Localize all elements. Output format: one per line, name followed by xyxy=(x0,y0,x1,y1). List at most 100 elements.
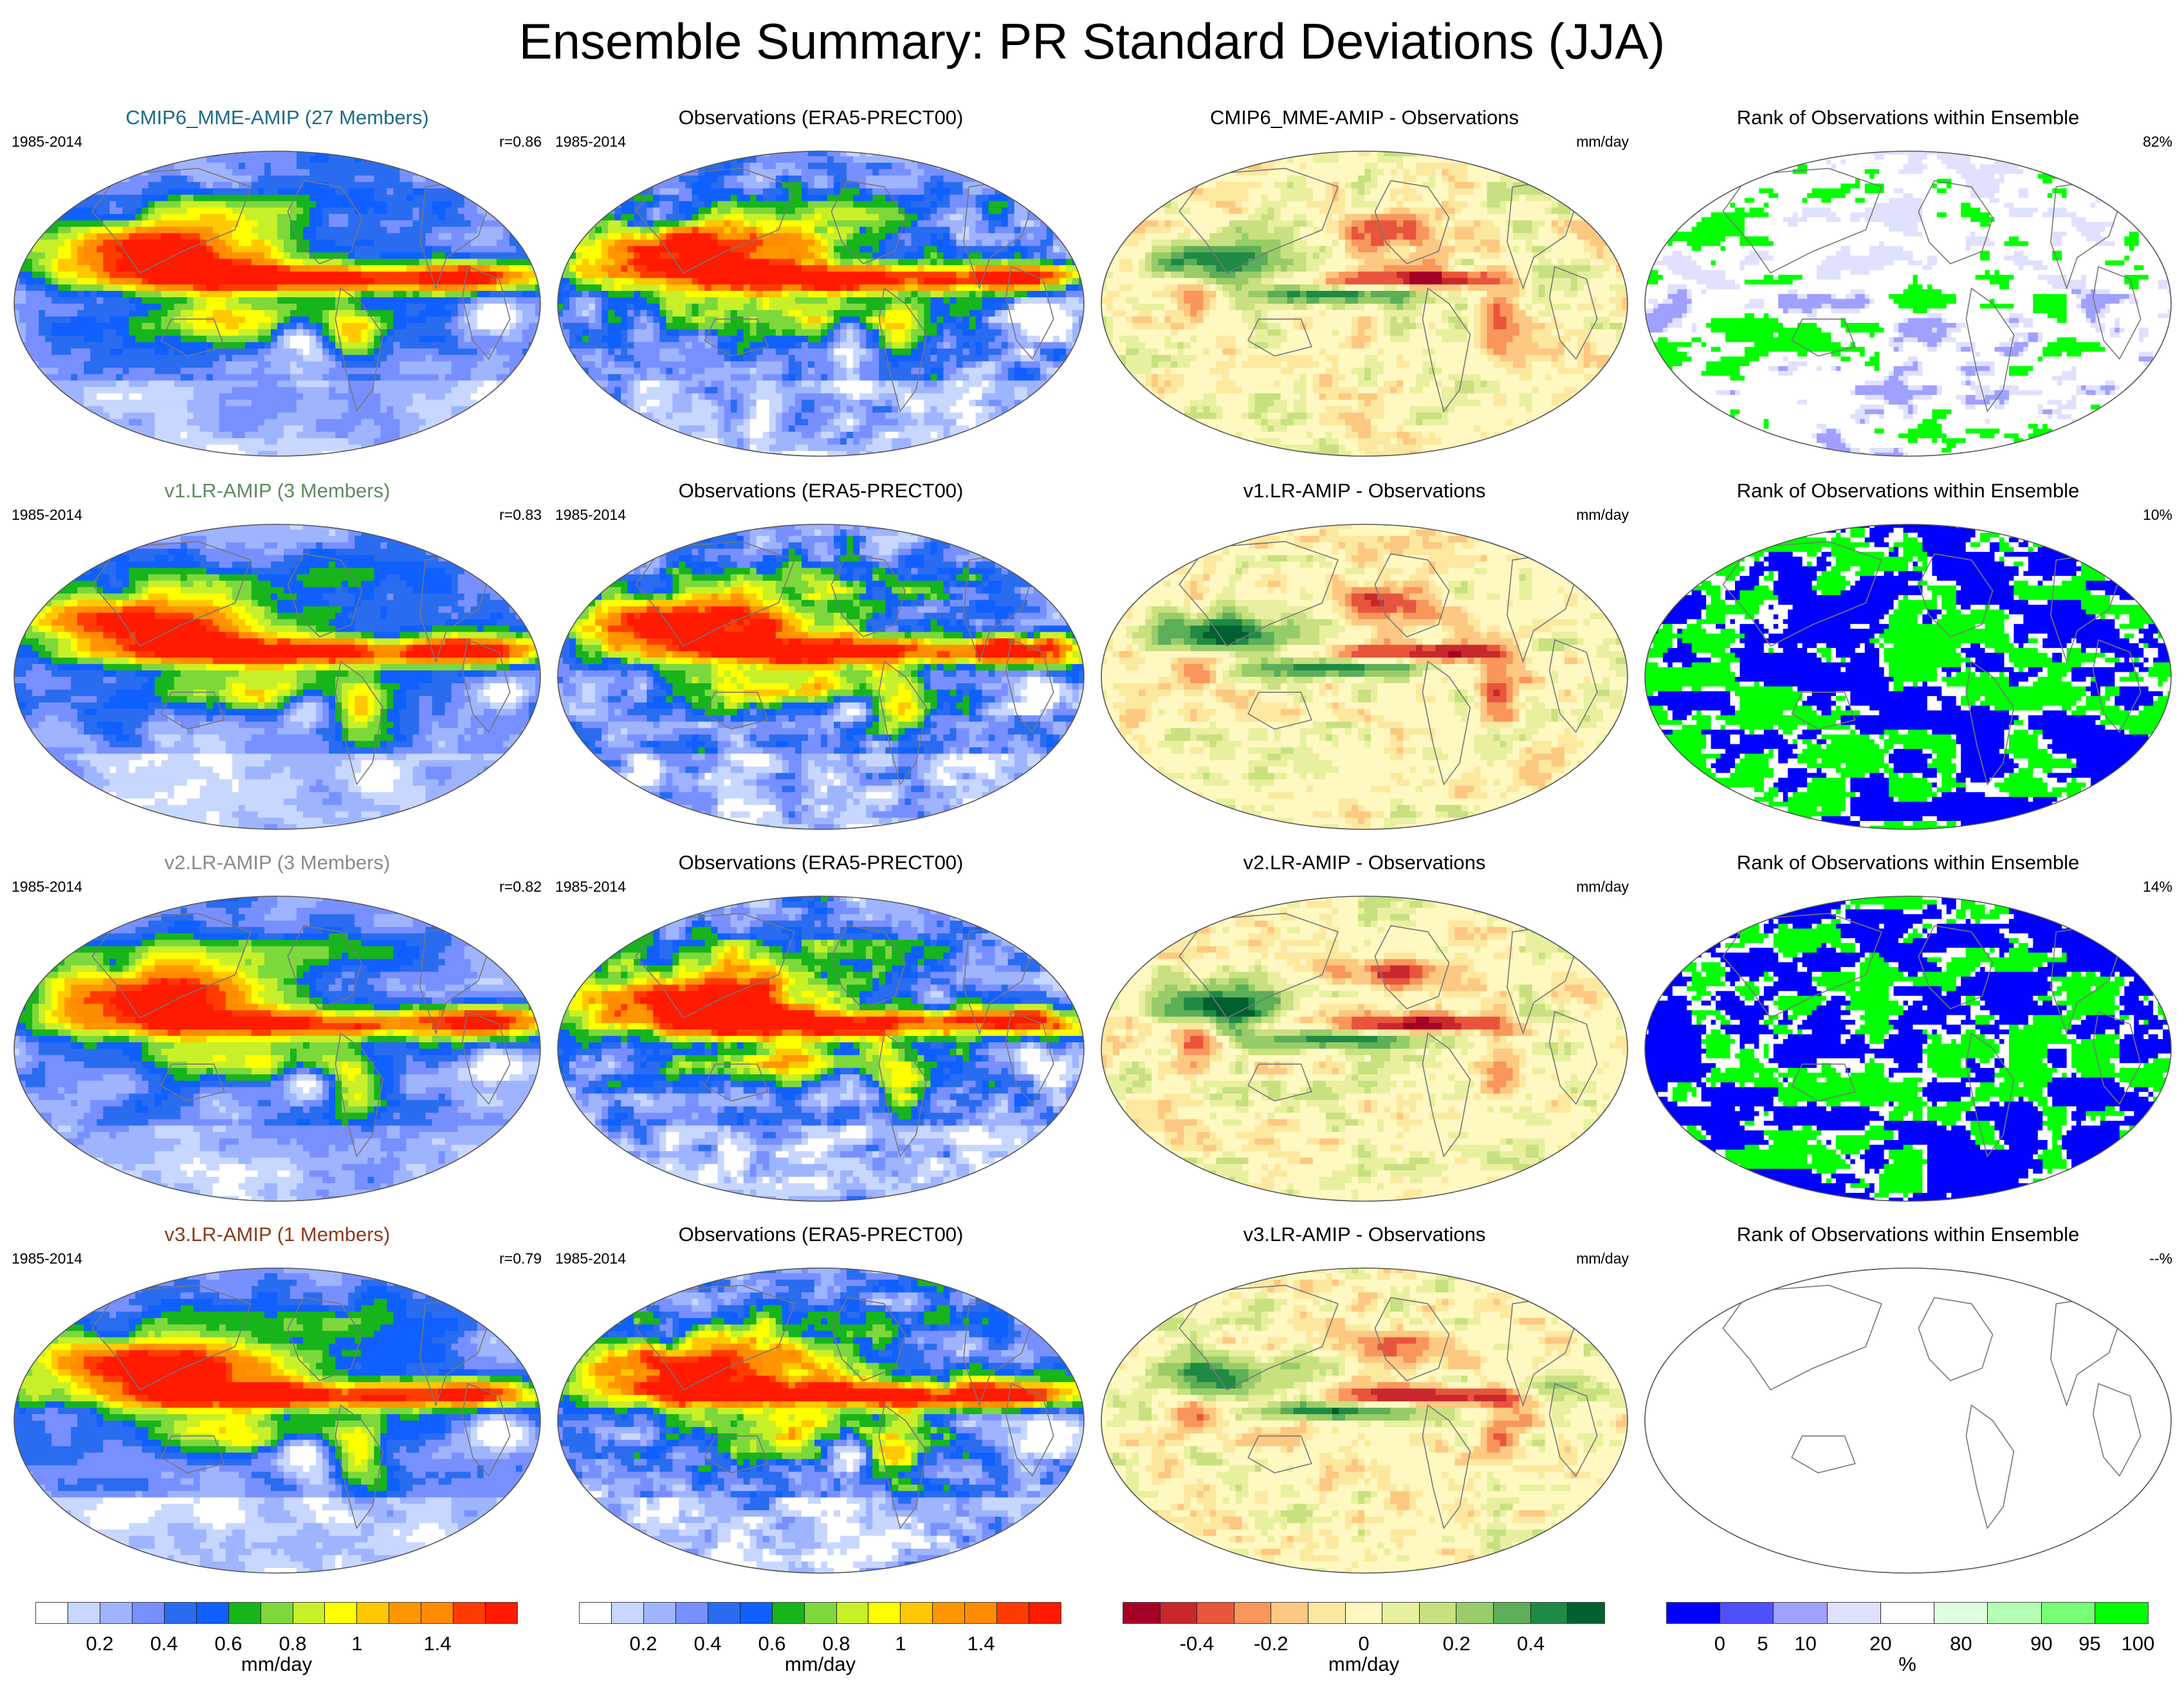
world-map xyxy=(1100,1267,1629,1574)
colorbar-swatch xyxy=(708,1603,740,1623)
panel-diff: v2.LR-AMIP - Observations mm/day xyxy=(1094,845,1635,1205)
rank-percent-label: 14% xyxy=(2143,877,2172,896)
colorbar-swatch xyxy=(133,1603,165,1623)
correlation-label: r=0.83 xyxy=(499,505,542,524)
colorbar-tick-label: 20 xyxy=(1869,1632,1891,1656)
colorbar-swatch xyxy=(1382,1603,1420,1623)
colorbar-swatch xyxy=(933,1603,965,1623)
map-field xyxy=(556,150,1085,457)
colorbar-swatch xyxy=(1720,1603,1774,1623)
model-colorbar: 0.2 0.4 0.6 0.8 1 1.4 mm/day xyxy=(35,1598,537,1675)
colorbar-swatch xyxy=(2095,1603,2148,1623)
rank-percent-label: --% xyxy=(2149,1249,2172,1268)
period-label: 1985-2014 xyxy=(12,132,82,151)
colorbar-swatch xyxy=(261,1603,293,1623)
panel-title: Observations (ERA5-PRECT00) xyxy=(550,105,1092,131)
period-label: 1985-2014 xyxy=(12,505,82,524)
period-label: 1985-2014 xyxy=(12,877,82,896)
panel-model: v3.LR-AMIP (1 Members) 1985-2014 r=0.79 xyxy=(6,1217,548,1577)
period-label: 1985-2014 xyxy=(12,1249,82,1268)
panel-model: v1.LR-AMIP (3 Members) 1985-2014 r=0.83 xyxy=(6,473,548,833)
map-field xyxy=(1644,150,2172,457)
colorbar-swatch xyxy=(1934,1603,1988,1623)
colorbar-swatch xyxy=(901,1603,933,1623)
panel-rank: Rank of Observations within Ensemble --% xyxy=(1637,1217,2179,1577)
colorbar-swatch xyxy=(1568,1603,1604,1623)
panel-title: v2.LR-AMIP - Observations xyxy=(1094,850,1635,876)
colorbar-tick-label: 10 xyxy=(1794,1632,1816,1656)
colorbar-strip xyxy=(1123,1602,1605,1624)
colorbar-swatch xyxy=(325,1603,357,1623)
colorbar-swatch xyxy=(740,1603,773,1623)
colorbar-strip xyxy=(579,1602,1061,1624)
colorbar-tick-label: 0.6 xyxy=(214,1632,242,1656)
colorbar-swatch xyxy=(1029,1603,1061,1623)
colorbar-tick-label: 0 xyxy=(1714,1632,1725,1656)
panel-title: v2.LR-AMIP (3 Members) xyxy=(6,850,548,876)
world-map xyxy=(1644,1267,2172,1574)
panel-model: v2.LR-AMIP (3 Members) 1985-2014 r=0.82 xyxy=(6,845,548,1205)
colorbar-swatch xyxy=(837,1603,869,1623)
colorbar-swatch xyxy=(1988,1603,2041,1623)
world-map xyxy=(556,895,1085,1202)
panel-obs: Observations (ERA5-PRECT00) 1985-2014 xyxy=(550,845,1092,1205)
colorbar-swatch xyxy=(1881,1603,1934,1623)
correlation-label: r=0.82 xyxy=(499,877,542,896)
colorbar-swatch xyxy=(1346,1603,1383,1623)
colorbar-tick-label: 1.4 xyxy=(967,1632,995,1656)
colorbar-swatch xyxy=(1494,1603,1531,1623)
colorbar-tick-label: 90 xyxy=(2030,1632,2052,1656)
period-label: 1985-2014 xyxy=(555,1249,626,1268)
colorbar-swatch xyxy=(580,1603,612,1623)
colorbar-swatch xyxy=(805,1603,837,1623)
colorbar-swatch xyxy=(676,1603,708,1623)
panel-title: v3.LR-AMIP (1 Members) xyxy=(6,1222,548,1247)
colorbar-swatch xyxy=(1197,1603,1234,1623)
colorbar-swatch xyxy=(389,1603,421,1623)
map-field xyxy=(1644,523,2172,831)
panel-title: v1.LR-AMIP (3 Members) xyxy=(6,478,548,504)
map-field xyxy=(556,1267,1085,1574)
colorbar-unit: % xyxy=(1666,1653,2149,1675)
colorbar-swatch xyxy=(100,1603,133,1623)
units-label: mm/day xyxy=(1576,132,1629,151)
colorbar-strip xyxy=(1666,1602,2149,1624)
panel-title: Rank of Observations within Ensemble xyxy=(1637,850,2179,876)
colorbar-swatch xyxy=(486,1603,517,1623)
panel-obs: Observations (ERA5-PRECT00) 1985-2014 xyxy=(550,473,1092,833)
panel-diff: v1.LR-AMIP - Observations mm/day xyxy=(1094,473,1635,833)
panel-rank: Rank of Observations within Ensemble 82% xyxy=(1637,100,2179,460)
colorbar-swatch xyxy=(1828,1603,1881,1623)
colorbar-swatch xyxy=(454,1603,486,1623)
colorbar-tick-label: 0.4 xyxy=(150,1632,178,1656)
colorbar-swatch xyxy=(421,1603,454,1623)
period-label: 1985-2014 xyxy=(555,877,626,896)
world-map xyxy=(556,1267,1085,1574)
colorbar-tick-label: 80 xyxy=(1950,1632,1972,1656)
colorbar-tick-label: 0.4 xyxy=(693,1632,721,1656)
world-map xyxy=(1100,150,1629,457)
world-map xyxy=(13,523,542,831)
colorbar-tick-label: 0.2 xyxy=(1443,1632,1471,1656)
map-field xyxy=(556,523,1085,831)
panel-title: v3.LR-AMIP - Observations xyxy=(1094,1222,1635,1247)
world-map xyxy=(1644,523,2172,831)
panel-obs: Observations (ERA5-PRECT00) 1985-2014 xyxy=(550,100,1092,460)
colorbar-swatch xyxy=(2042,1603,2095,1623)
map-field xyxy=(1100,895,1629,1202)
units-label: mm/day xyxy=(1576,505,1629,524)
panel-title: Observations (ERA5-PRECT00) xyxy=(550,850,1092,876)
colorbar-swatch xyxy=(997,1603,1029,1623)
rank-colorbar: 0 5 10 20 80 90 95 100% xyxy=(1666,1598,2168,1675)
map-field xyxy=(13,150,542,457)
panel-diff: v3.LR-AMIP - Observations mm/day xyxy=(1094,1217,1635,1577)
colorbar-tick-label: 5 xyxy=(1757,1632,1768,1656)
colorbar-tick-label: 0.2 xyxy=(629,1632,657,1656)
world-map xyxy=(556,150,1085,457)
world-map xyxy=(1644,895,2172,1202)
period-label: 1985-2014 xyxy=(555,505,626,524)
colorbar-tick-label: 95 xyxy=(2078,1632,2100,1656)
colorbar-swatch xyxy=(1456,1603,1494,1623)
world-map xyxy=(556,523,1085,831)
map-field xyxy=(556,895,1085,1202)
